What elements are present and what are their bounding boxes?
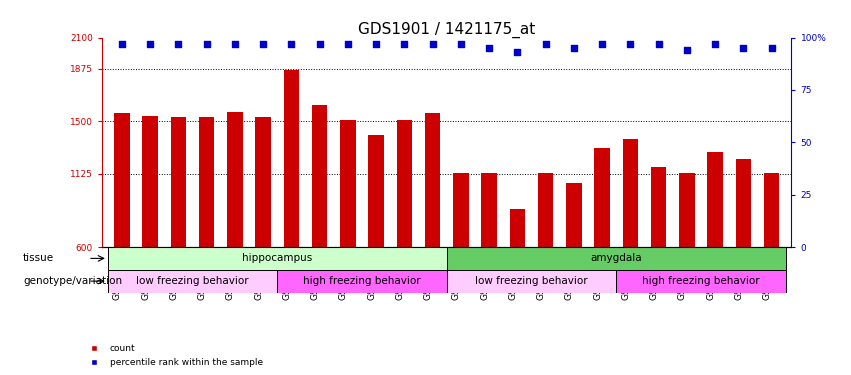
Bar [679, 173, 694, 247]
Bar [114, 113, 129, 247]
Text: high freezing behavior: high freezing behavior [303, 276, 421, 286]
Point [369, 41, 383, 47]
Point [539, 41, 552, 47]
Bar [340, 120, 356, 247]
Bar [368, 135, 384, 247]
Point [172, 41, 186, 47]
Bar [283, 70, 300, 247]
Point [397, 41, 411, 47]
Point [341, 41, 355, 47]
Bar [510, 209, 525, 247]
Point [680, 47, 694, 53]
Text: tissue: tissue [23, 254, 54, 263]
Bar [447, 270, 616, 292]
Bar [707, 152, 722, 247]
Point [115, 41, 129, 47]
Bar [651, 167, 666, 247]
Point [567, 45, 580, 51]
Text: low freezing behavior: low freezing behavior [475, 276, 588, 286]
Point [483, 45, 496, 51]
Text: hippocampus: hippocampus [243, 254, 312, 263]
Bar [482, 173, 497, 247]
Point [228, 41, 242, 47]
Point [200, 41, 214, 47]
Bar [594, 148, 610, 247]
Bar [735, 159, 751, 247]
Bar [616, 270, 785, 292]
Bar [171, 117, 186, 247]
Point [652, 41, 665, 47]
Point [511, 49, 524, 55]
Point [737, 45, 751, 51]
Bar [227, 111, 243, 247]
Text: amygdala: amygdala [591, 254, 643, 263]
Bar [277, 270, 447, 292]
Point [454, 41, 468, 47]
Text: genotype/variation: genotype/variation [23, 276, 123, 286]
Bar [397, 120, 412, 247]
Bar [453, 173, 469, 247]
Bar [447, 247, 785, 270]
Bar [142, 116, 158, 247]
Bar [566, 183, 582, 247]
Legend: count, percentile rank within the sample: count, percentile rank within the sample [81, 341, 266, 370]
Text: low freezing behavior: low freezing behavior [136, 276, 248, 286]
Point [708, 41, 722, 47]
Bar [538, 173, 553, 247]
Text: high freezing behavior: high freezing behavior [643, 276, 760, 286]
Point [624, 41, 637, 47]
Bar [255, 117, 271, 247]
Bar [425, 113, 441, 247]
Bar [311, 105, 328, 247]
Point [765, 45, 779, 51]
Point [426, 41, 439, 47]
Point [284, 41, 298, 47]
Point [256, 41, 270, 47]
Bar [199, 117, 214, 247]
Bar [108, 247, 447, 270]
Bar [108, 270, 277, 292]
Title: GDS1901 / 1421175_at: GDS1901 / 1421175_at [358, 21, 535, 38]
Point [313, 41, 327, 47]
Point [596, 41, 609, 47]
Bar [623, 140, 638, 247]
Point [143, 41, 157, 47]
Bar [764, 173, 780, 247]
